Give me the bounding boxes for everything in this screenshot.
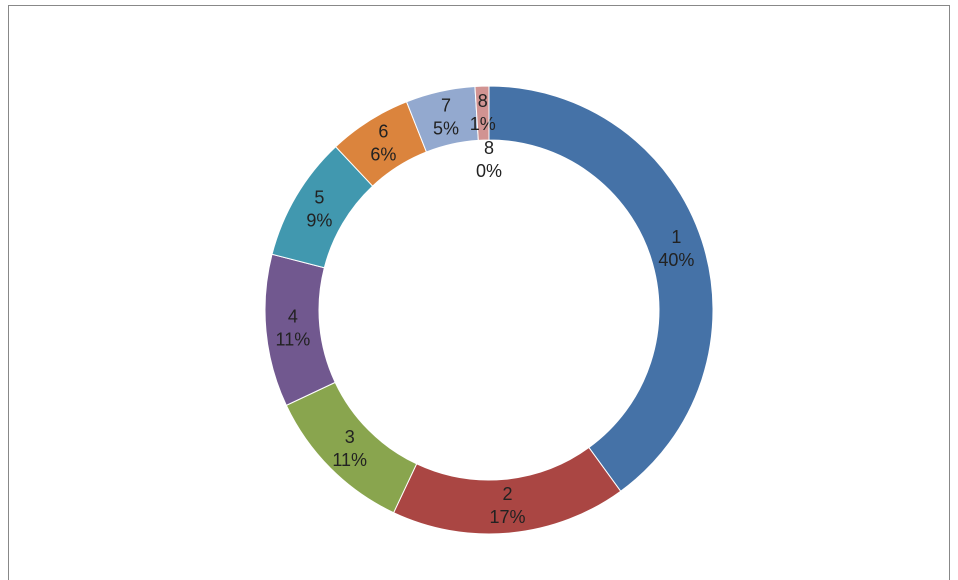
- slice-label-value: 11%: [276, 329, 311, 349]
- slice-label-value: 1%: [470, 114, 496, 134]
- slice-label-value: 40%: [658, 250, 694, 270]
- slice-label-name: 7: [441, 95, 451, 115]
- slice-label-name: 3: [345, 427, 355, 447]
- slice-label-value: 0%: [476, 161, 502, 181]
- slice-label-value: 9%: [306, 210, 332, 230]
- donut-slice: [488, 85, 714, 492]
- slice-label-name: 8: [478, 91, 488, 111]
- slice-label-value: 5%: [433, 118, 459, 138]
- slice-label-name: 2: [503, 484, 513, 504]
- slice-label-name: 8: [484, 138, 494, 158]
- slice-label-name: 4: [288, 306, 298, 326]
- slice-label-value: 6%: [370, 144, 396, 164]
- slice-label-name: 1: [671, 227, 681, 247]
- slice-label-name: 5: [314, 187, 324, 207]
- slice-label-value: 17%: [490, 507, 526, 527]
- slice-label-value: 11%: [332, 450, 367, 470]
- slice-label-name: 6: [378, 121, 388, 141]
